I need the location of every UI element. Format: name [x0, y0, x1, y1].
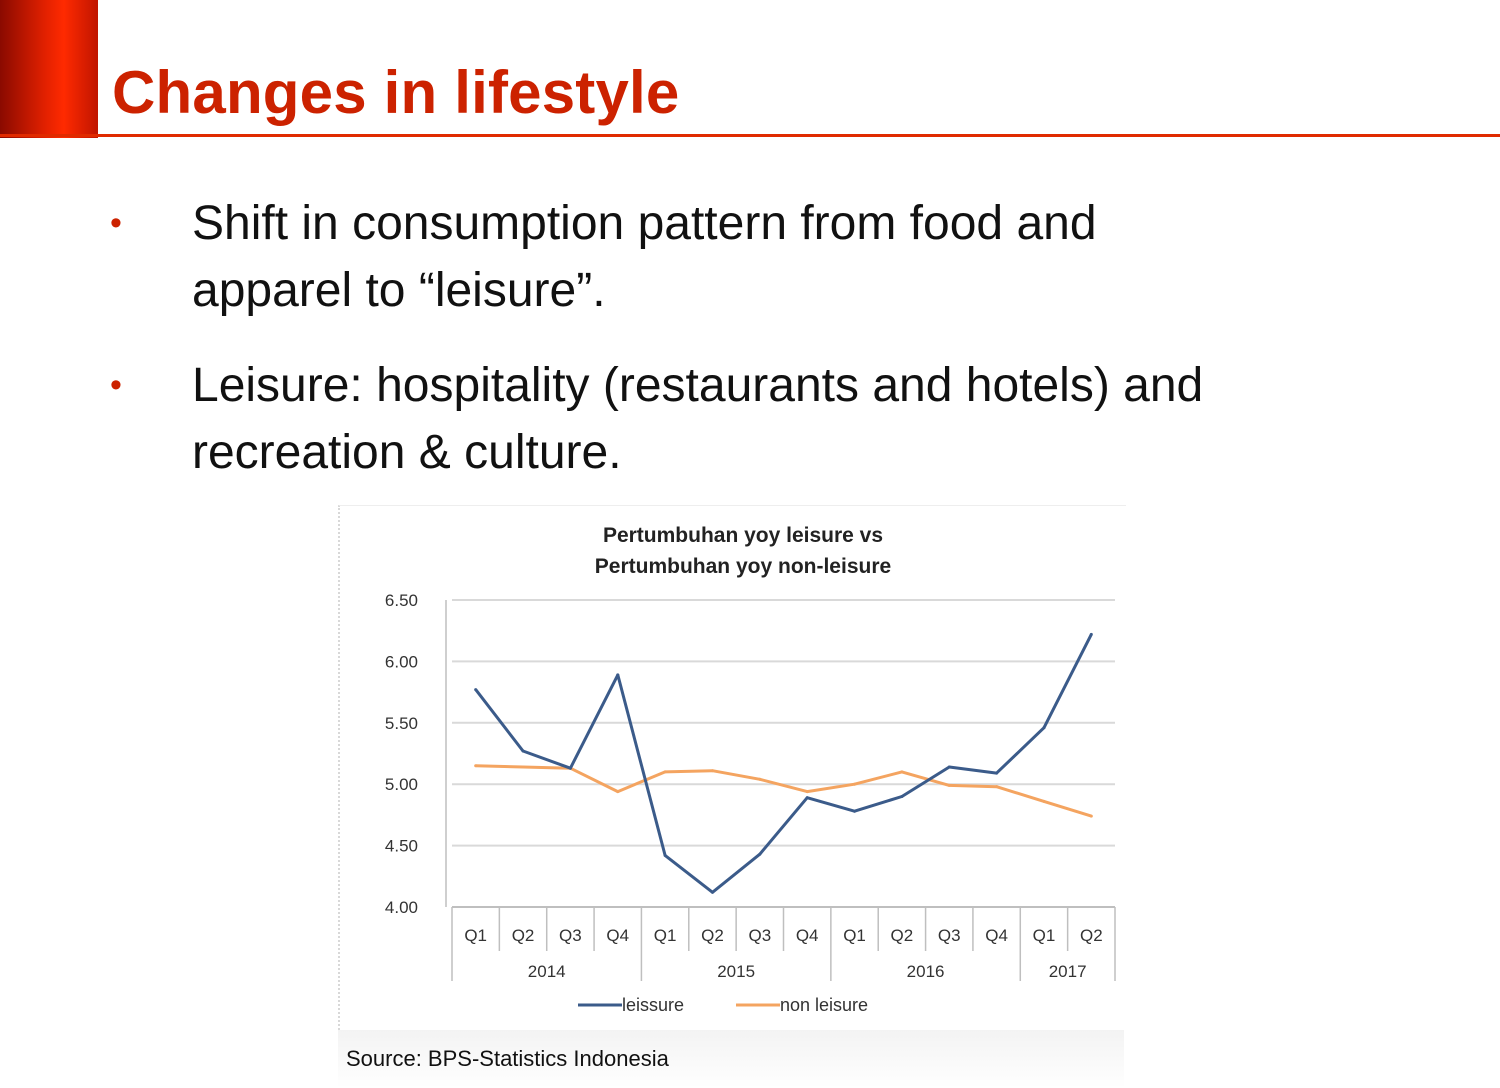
y-tick-label: 5.50 [385, 714, 418, 733]
data-point [1042, 799, 1046, 803]
data-point [521, 765, 525, 769]
data-point [995, 785, 999, 789]
data-point [947, 783, 951, 787]
x-tick-label: Q2 [891, 926, 914, 945]
data-point [805, 790, 809, 794]
data-point [853, 809, 857, 813]
title-accent-bar [0, 0, 98, 138]
data-point [710, 890, 714, 894]
bullet-dot-icon: • [110, 366, 122, 404]
bullet-item: • Leisure: hospitality (restaurants and … [110, 352, 1410, 486]
data-point [521, 749, 525, 753]
data-point [758, 777, 762, 781]
chart-title-line: Pertumbuhan yoy non-leisure [595, 555, 891, 578]
y-tick-label: 5.00 [385, 775, 418, 794]
x-tick-label: Q1 [464, 926, 487, 945]
data-point [805, 796, 809, 800]
x-tick-label: Q3 [938, 926, 961, 945]
year-label: 2016 [907, 962, 945, 981]
x-tick-label: Q1 [654, 926, 677, 945]
data-point [1089, 632, 1093, 636]
chart-title-line: Pertumbuhan yoy leisure vs [603, 524, 883, 547]
source-strip [338, 1030, 1124, 1088]
slide-title: Changes in lifestyle [112, 59, 680, 126]
bullet-text-line: Shift in consumption pattern from food a… [192, 197, 1097, 250]
year-label: 2015 [717, 962, 755, 981]
y-tick-label: 6.50 [385, 591, 418, 610]
data-point [568, 766, 572, 770]
bullet-item: • Shift in consumption pattern from food… [110, 190, 1410, 324]
data-point [947, 765, 951, 769]
y-tick-label: 6.00 [385, 652, 418, 671]
data-point [663, 770, 667, 774]
year-label: 2014 [528, 962, 566, 981]
x-tick-label: Q1 [1033, 926, 1056, 945]
x-tick-label: Q4 [606, 926, 629, 945]
series-line-non-leisure [475, 764, 1092, 818]
bullet-text-line: apparel to “leisure”. [192, 264, 606, 317]
x-tick-label: Q1 [843, 926, 866, 945]
bullet-dot-icon: • [110, 204, 122, 242]
data-point [474, 688, 478, 692]
y-tick-label: 4.50 [385, 837, 418, 856]
x-tick-label: Q3 [748, 926, 771, 945]
title-divider [0, 134, 1500, 137]
x-tick-label: Q2 [512, 926, 535, 945]
source-note: Source: BPS-Statistics Indonesia [346, 1046, 669, 1071]
data-point [758, 852, 762, 856]
y-tick-label: 4.00 [385, 898, 418, 917]
x-tick-label: Q3 [559, 926, 582, 945]
line-chart: Pertumbuhan yoy leisure vs Pertumbuhan y… [385, 524, 1116, 1015]
data-point [1089, 814, 1093, 818]
data-point [710, 769, 714, 773]
data-point [1042, 726, 1046, 730]
data-point [616, 673, 620, 677]
legend-label: leissure [622, 995, 684, 1015]
x-tick-label: Q4 [985, 926, 1008, 945]
data-point [900, 794, 904, 798]
bullet-text-line: recreation & culture. [192, 426, 622, 479]
data-point [474, 764, 478, 768]
data-point [663, 853, 667, 857]
x-tick-label: Q4 [796, 926, 819, 945]
series-line-leissure [474, 633, 1093, 894]
data-point [900, 770, 904, 774]
bullet-text-line: Leisure: hospitality (restaurants and ho… [192, 359, 1204, 412]
data-point [616, 790, 620, 794]
legend-label: non leisure [780, 995, 868, 1015]
data-point [995, 771, 999, 775]
x-tick-label: Q2 [701, 926, 724, 945]
chart-panel: Pertumbuhan yoy leisure vs Pertumbuhan y… [338, 505, 1126, 1086]
data-point [853, 782, 857, 786]
bullet-list: • Shift in consumption pattern from food… [110, 190, 1410, 514]
x-tick-label: Q2 [1080, 926, 1103, 945]
year-label: 2017 [1049, 962, 1087, 981]
